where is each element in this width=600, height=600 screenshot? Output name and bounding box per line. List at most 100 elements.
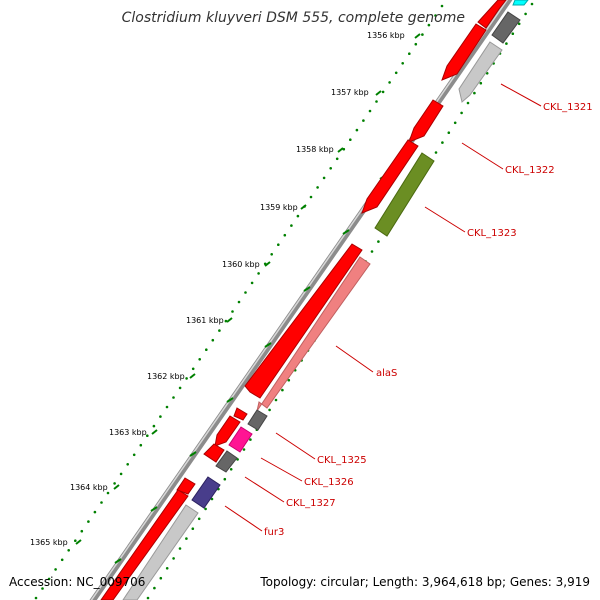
dot (466, 101, 470, 105)
dot (198, 358, 201, 361)
leader-CKL_1325 (275, 432, 316, 460)
leader-CKL_1327 (244, 476, 285, 503)
dot (159, 576, 163, 580)
dot (296, 214, 300, 218)
dot (309, 195, 313, 199)
gene-arrow (361, 139, 419, 214)
dot (119, 472, 123, 476)
tick-label-1363: 1363 kbp (109, 428, 147, 437)
tick-label-1359: 1359 kbp (260, 203, 298, 212)
tick-label-1365: 1365 kbp (30, 538, 68, 547)
scale-tick-labels: 1356 kbp 1357 kbp 1358 kbp 1359 kbp 1360… (30, 31, 405, 547)
tick-label-1356: 1356 kbp (367, 31, 405, 40)
gene-arrow (176, 477, 196, 495)
leader-alaS (335, 345, 374, 373)
dot (441, 141, 444, 144)
dot (287, 378, 291, 382)
dot (434, 151, 438, 154)
gene-arrow-magenta (228, 426, 253, 453)
dot (270, 253, 274, 256)
dot (268, 408, 271, 412)
dot (355, 128, 359, 132)
dot (178, 547, 182, 550)
dot (370, 250, 374, 253)
dot (191, 367, 195, 371)
dot (218, 329, 221, 332)
accession-text: Accession: NC_009706 (9, 575, 145, 589)
dot (479, 81, 483, 85)
dot (191, 527, 195, 530)
dot (211, 338, 215, 342)
dot (421, 33, 424, 36)
dot (283, 233, 287, 237)
dot (414, 42, 418, 46)
gene-arrow (244, 243, 363, 399)
gene-arrow-grey (458, 41, 503, 103)
dot (362, 119, 365, 122)
gene-arrow (408, 99, 444, 143)
dot (281, 388, 284, 392)
dot (329, 167, 333, 170)
gene-label-alaS: alaS (376, 368, 397, 379)
dot (185, 537, 188, 540)
dot (453, 121, 457, 125)
gene-arrow-cyan (512, 0, 529, 6)
dot (87, 520, 90, 523)
gene-arrow-dark (247, 409, 268, 431)
dot (67, 549, 70, 552)
tick-label-1357: 1357 kbp (331, 88, 369, 97)
dot (231, 310, 234, 313)
leader-CKL_1326 (260, 457, 303, 482)
dot (223, 477, 227, 481)
dot (80, 529, 84, 533)
gene-label-CKL_1321: CKL_1321 (543, 102, 593, 113)
gene-label-CKL_1323: CKL_1323 (467, 228, 517, 239)
dot (146, 596, 150, 600)
dot (460, 111, 463, 115)
dot (473, 91, 476, 95)
label-leader-lines (224, 83, 542, 532)
dot (511, 32, 515, 35)
dot (224, 319, 228, 323)
tick-mark-1357 (375, 90, 382, 96)
gene-arrow (441, 23, 487, 81)
tick-label-1362: 1362 kbp (147, 372, 185, 381)
dot (74, 539, 77, 542)
dot (408, 52, 411, 55)
dot (47, 577, 51, 581)
gene-label-fur3: fur3 (264, 527, 284, 538)
scale-dotted-line (34, 4, 444, 600)
dot (93, 510, 97, 514)
tick-mark-1361 (226, 317, 233, 323)
dot (165, 405, 169, 409)
dot (41, 587, 44, 590)
dot (242, 448, 246, 451)
gene-arrow-grey (122, 504, 199, 600)
dot (377, 240, 380, 243)
tick-mark-1359 (300, 204, 307, 210)
dot (172, 396, 175, 399)
dot (368, 109, 372, 113)
dot (126, 463, 129, 466)
gene-labels: CKL_1321 CKL_1322 CKL_1323 alaS CKL_1325… (264, 102, 593, 538)
dot (152, 424, 156, 428)
forward-strand-genes (100, 0, 507, 600)
tick-mark-1362 (189, 373, 196, 379)
dot (146, 434, 149, 438)
genome-title: Clostridium kluyveri DSM 555, complete g… (122, 10, 465, 26)
dot (427, 23, 431, 27)
dot (204, 507, 207, 511)
tick-label-1361: 1361 kbp (186, 316, 224, 325)
dot (113, 482, 116, 485)
tick-label-1358: 1358 kbp (296, 145, 334, 154)
dot (440, 4, 444, 8)
dot (394, 71, 398, 75)
gene-arrow-green (374, 152, 435, 237)
gene-label-CKL_1326: CKL_1326 (304, 477, 354, 488)
gene-arrow-purple (191, 476, 221, 509)
dot (447, 131, 451, 134)
dot (316, 186, 319, 189)
dot (106, 491, 110, 495)
gene-label-CKL_1322: CKL_1322 (505, 165, 555, 176)
